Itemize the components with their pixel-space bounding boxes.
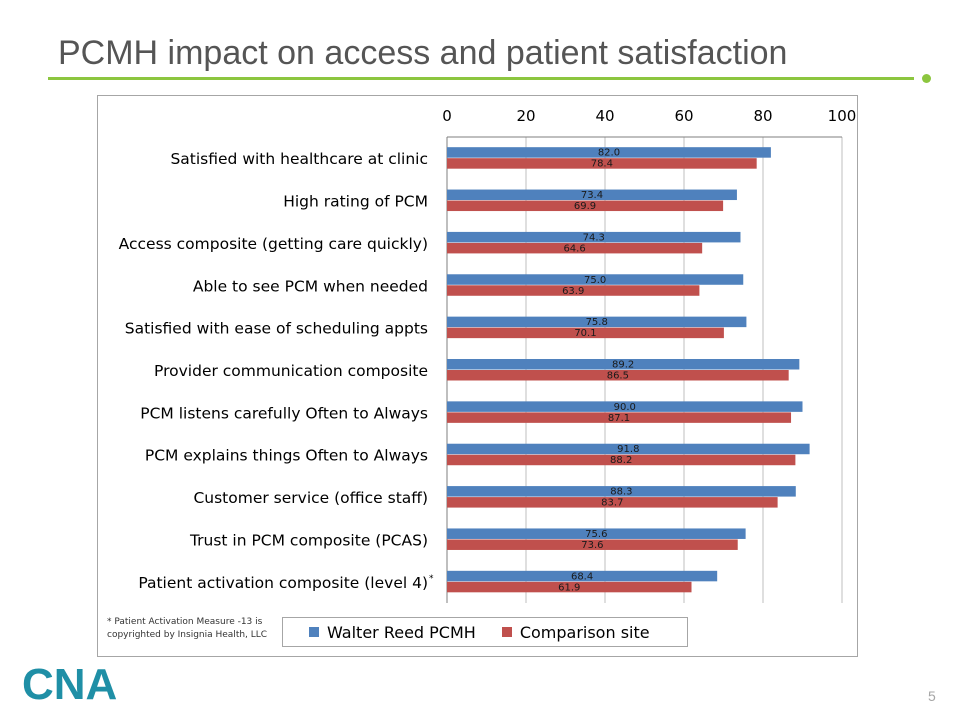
data-label: 74.3 — [583, 232, 605, 243]
bar-walter-reed — [447, 189, 737, 201]
bar-walter-reed — [447, 316, 747, 328]
x-tick-label: 40 — [595, 107, 614, 125]
bar-walter-reed — [447, 231, 741, 243]
bar-comparison — [447, 200, 724, 212]
legend-label-comparison: Comparison site — [519, 622, 650, 642]
bar-walter-reed — [447, 528, 746, 539]
category-label: PCM listens carefully Often to Always — [140, 404, 428, 422]
footnote-line-1: * Patient Activation Measure -13 is — [107, 617, 263, 627]
legend-item-comparison: Comparison site — [501, 622, 650, 642]
bar-comparison — [447, 242, 703, 254]
bar-walter-reed — [447, 443, 810, 455]
category-label: Access composite (getting care quickly) — [119, 235, 428, 253]
bar-comparison — [447, 370, 789, 381]
data-label: 75.6 — [585, 529, 607, 540]
x-tick-label: 20 — [516, 107, 535, 125]
data-label: 82.0 — [598, 148, 620, 159]
data-label: 78.4 — [591, 159, 613, 170]
category-label: Patient activation composite (level 4) — [138, 574, 428, 592]
data-label: 75.8 — [586, 317, 608, 328]
category-label: PCM explains things Often to Always — [145, 447, 428, 465]
legend-item-walter-reed: Walter Reed PCMH — [309, 623, 476, 642]
bar-walter-reed — [447, 401, 803, 412]
title-accent-dot — [922, 74, 931, 83]
data-label: 73.6 — [581, 540, 603, 551]
bar-comparison — [447, 327, 724, 339]
x-tick-label: 100 — [828, 107, 857, 125]
category-label: Trust in PCM composite (PCAS) — [189, 531, 428, 549]
chart-frame — [97, 95, 858, 657]
title-underline — [48, 77, 914, 80]
bar-walter-reed — [447, 486, 796, 497]
data-label: 89.2 — [612, 360, 634, 371]
bar-walter-reed — [447, 274, 744, 285]
bar-comparison — [447, 412, 792, 423]
data-label: 69.9 — [574, 201, 596, 212]
data-label: 63.9 — [562, 286, 584, 297]
bar-comparison — [447, 581, 692, 593]
data-label: 88.2 — [610, 455, 632, 466]
data-label: 83.7 — [601, 498, 623, 509]
slide-title: PCMH impact on access and patient satisf… — [58, 34, 788, 72]
data-label: 68.4 — [571, 571, 593, 582]
x-tick-label: 80 — [753, 107, 772, 125]
category-label: Satisfied with ease of scheduling appts — [125, 320, 428, 338]
data-label: 86.5 — [607, 371, 629, 382]
legend-label-walter-reed: Walter Reed PCMH — [327, 622, 476, 642]
page-number: 5 — [928, 688, 936, 704]
data-label: 88.3 — [610, 487, 632, 498]
bar-comparison — [447, 497, 778, 508]
bar-walter-reed — [447, 359, 800, 370]
footnote: * Patient Activation Measure -13 is copy… — [107, 616, 277, 642]
x-tick-label: 60 — [674, 107, 693, 125]
x-tick-label: 0 — [442, 107, 452, 125]
data-label: 91.8 — [617, 444, 639, 455]
category-footnote-mark: * — [429, 574, 434, 584]
data-label: 61.9 — [558, 582, 580, 593]
data-label: 70.1 — [574, 328, 596, 339]
category-label: Able to see PCM when needed — [193, 277, 428, 295]
cna-logo-text: CNA — [22, 662, 117, 704]
category-label: Provider communication composite — [154, 362, 428, 380]
bar-comparison — [447, 158, 757, 169]
bar-comparison — [447, 285, 700, 296]
bar-comparison — [447, 454, 796, 466]
bar-walter-reed — [447, 570, 718, 582]
bar-walter-reed — [447, 147, 771, 158]
cna-logo: CNA — [22, 662, 117, 704]
data-label: 73.4 — [581, 190, 603, 201]
data-label: 64.6 — [563, 243, 585, 254]
chart-legend: Walter Reed PCMH Comparison site — [282, 617, 688, 647]
data-label: 90.0 — [614, 402, 636, 413]
category-label: Customer service (office staff) — [193, 489, 428, 507]
footnote-line-2: copyrighted by Insignia Health, LLC — [107, 630, 268, 640]
category-label: High rating of PCM — [283, 193, 428, 211]
bar-comparison — [447, 539, 738, 550]
data-label: 75.0 — [584, 275, 606, 286]
data-label: 87.1 — [608, 413, 630, 424]
category-label: Satisfied with healthcare at clinic — [170, 150, 428, 168]
legend-swatch-red — [501, 627, 512, 637]
legend-swatch-blue — [309, 627, 319, 637]
